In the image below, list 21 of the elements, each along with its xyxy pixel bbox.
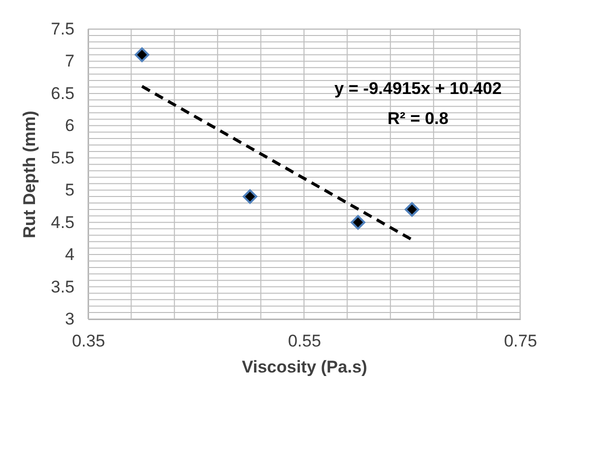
x-axis-title: Viscosity (Pa.s) — [242, 358, 368, 376]
y-tick-label: 7.5 — [50, 20, 74, 38]
point — [134, 47, 150, 62]
y-tick-label: 6 — [65, 116, 74, 136]
x-tick-label: 0.55 — [288, 332, 322, 350]
annotation: y = -9.4915x + 10.402 — [334, 79, 502, 98]
point — [242, 189, 258, 204]
point — [350, 215, 366, 230]
x-tick-label: 0.75 — [504, 332, 538, 350]
y-tick-label: 3.5 — [50, 277, 74, 296]
y-tick-label: 6.5 — [50, 84, 74, 103]
annotation: R² = 0.8 — [388, 109, 448, 128]
y-tick-label: 4.5 — [50, 212, 74, 232]
y-tick-label: 3 — [65, 310, 74, 328]
y-tick-label: 4 — [65, 245, 74, 264]
point — [404, 202, 420, 217]
y-axis-title: Rut Depth (mm) — [20, 110, 39, 238]
y-tick-label: 5 — [65, 180, 74, 200]
x-tick-label: 0.35 — [72, 332, 106, 350]
y-tick-label: 5.5 — [50, 148, 74, 168]
y-tick-label: 7 — [65, 52, 74, 71]
